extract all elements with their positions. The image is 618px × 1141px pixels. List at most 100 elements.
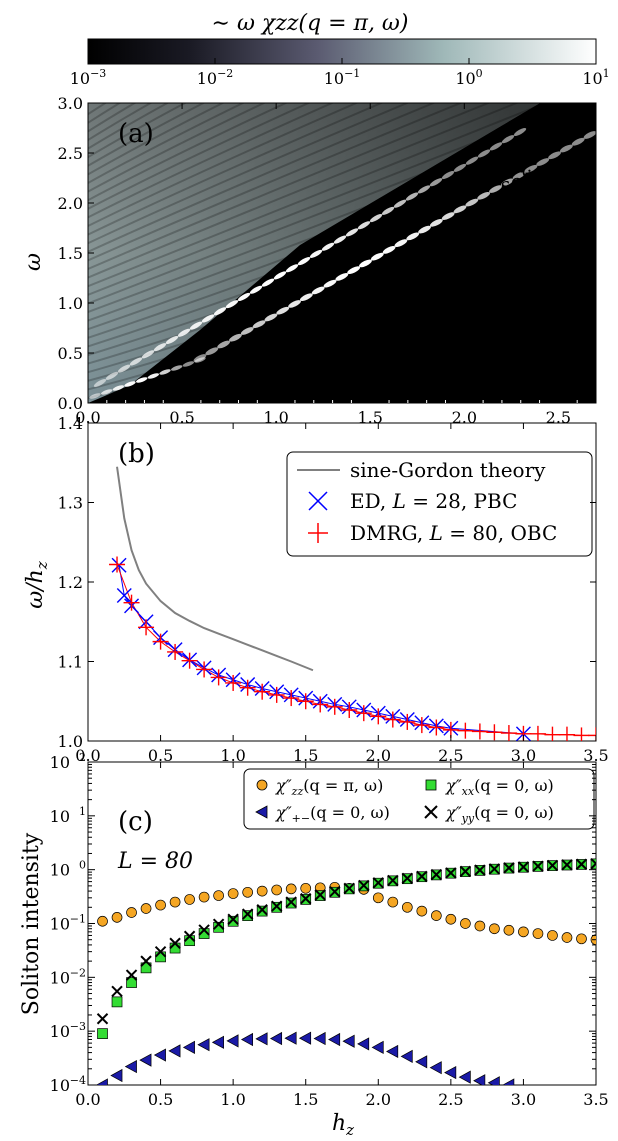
- chi-pm-point: [139, 1053, 152, 1067]
- chi-yy-point: [270, 900, 283, 912]
- panel-c-xtick-label: 2.0: [366, 1090, 391, 1109]
- chi-zz-point: [155, 899, 166, 911]
- heatmap-upper-branch: [321, 242, 335, 251]
- dmrg-point: [573, 727, 590, 741]
- chi-xx-point: [140, 962, 152, 974]
- chi-yy-point-stroke: [314, 889, 326, 901]
- heatmap-soliton-branch: [323, 279, 337, 288]
- heatmap-soliton-branch: [441, 212, 455, 220]
- chi-zz-point: [576, 933, 587, 945]
- heatmap-soliton-branch: [311, 286, 325, 295]
- heatmap-bbs-branch: [182, 361, 195, 367]
- dmrg-point: [225, 674, 242, 691]
- chi-yy-point: [285, 896, 297, 908]
- heatmap-bbs-branch: [170, 365, 183, 371]
- chi-pm-point: [328, 1032, 341, 1047]
- chi-yy-point: [300, 892, 312, 905]
- panel-b-legend: sine-Gordon theory ED, L = 28, PBC DMRG,…: [286, 451, 593, 557]
- chi-yy-point: [387, 874, 399, 887]
- heatmap-fringe: [88, 189, 561, 356]
- heatmap-fringe: [88, 119, 561, 305]
- chi-yy-point-stroke: [270, 900, 283, 912]
- heatmap-upper-branch: [153, 343, 167, 352]
- panel-a-ytick-label: 0.0: [58, 394, 83, 413]
- chi-yy-point: [401, 872, 414, 885]
- chi-yy-point-stroke: [358, 879, 370, 892]
- heatmap-upper-branch: [501, 135, 515, 144]
- heatmap-upper-branch: [465, 156, 479, 165]
- heatmap-fringe: [88, 103, 384, 236]
- chi-zz-point: [401, 901, 413, 913]
- panel-c-ytick-exponent: −4: [70, 1074, 86, 1087]
- heatmap-soliton-branch: [288, 300, 301, 308]
- panel-b-ytick-label: 1.2: [58, 573, 83, 592]
- heatmap-upper-branch: [129, 357, 143, 366]
- heatmap-fringe: [88, 223, 561, 382]
- legend-pm-label: χ″+−(q = 0, ω): [275, 803, 390, 825]
- panel-b-xtick-label: 0.0: [75, 746, 100, 765]
- chi-yy-point: [445, 867, 457, 879]
- chi-pm-point: [284, 1031, 297, 1045]
- heatmap-branches: [89, 127, 596, 399]
- chi-yy-point: [169, 937, 181, 949]
- chi-yy-point-stroke: [401, 872, 414, 885]
- chi-yy-point-stroke: [488, 863, 501, 875]
- panel-c-ytick-exponent: 1: [79, 805, 86, 818]
- chi-xx-point: [242, 910, 254, 921]
- chi-zz-point: [271, 884, 283, 896]
- panel-c-label: (c): [118, 807, 153, 837]
- chi-yy-point: [227, 913, 239, 925]
- chi-pm-point: [357, 1037, 370, 1051]
- chi-yy-point-stroke: [154, 945, 167, 958]
- chi-xx-point: [126, 977, 137, 988]
- heatmap-soliton-branch: [205, 347, 219, 356]
- heatmap-soliton-branch: [276, 306, 290, 315]
- chi-zz-point: [518, 926, 529, 938]
- colorbar: ∼ ω χzz(q = π, ω) 10−3 10−2 10−1 100 101: [70, 11, 610, 88]
- chi-zz-point: [532, 928, 544, 939]
- dmrg-point: [413, 717, 430, 734]
- panel-b-ytick-label: 1.0: [58, 732, 83, 751]
- heatmap-upper-branch: [297, 257, 311, 266]
- heatmap-bbs-branch: [89, 393, 101, 399]
- heatmap-upper-branch: [261, 278, 275, 287]
- chi-yy-point: [198, 924, 210, 936]
- panel-c-ytick-exponent: 2: [79, 751, 86, 764]
- panel-a-ytick-label: 0.5: [58, 344, 83, 363]
- panel-a-ylabel: ω: [21, 253, 46, 271]
- panel-b: (b) ω/hz sine-Gordon theory ED, L = 28, …: [23, 414, 609, 765]
- chi-pm-point: [298, 1031, 312, 1045]
- chi-zz-point: [97, 915, 108, 927]
- heatmap-fringe: [88, 103, 410, 245]
- chi-yy-point-stroke: [343, 882, 355, 895]
- dmrg-point: [326, 698, 343, 715]
- chi-yy-point: [575, 858, 588, 870]
- heatmap-upper-branch: [405, 192, 419, 201]
- dmrg-point: [239, 679, 256, 696]
- panel-c-xlabel: hz: [332, 1111, 354, 1139]
- panel-c-ytick-label: 10: [50, 861, 70, 880]
- chi-yy-point: [488, 863, 501, 875]
- heatmap-soliton-branch: [299, 293, 313, 302]
- panel-c-ytick-exponent: 0: [79, 859, 86, 872]
- chi-zz-point: [213, 890, 224, 901]
- heatmap-upper-branch: [273, 271, 287, 280]
- panel-b-xtick-label: 1.5: [293, 746, 318, 765]
- chi-yy-point-stroke: [96, 1013, 109, 1025]
- chi-yy-point-stroke: [212, 918, 225, 930]
- heatmap-upper-branch: [141, 350, 155, 359]
- panel-a-ytick-label: 2.5: [58, 144, 83, 163]
- panel-a-label: (a): [118, 119, 154, 149]
- panel-c: (c) L = 80 Soliton intensity hz χ″zz(q =…: [19, 751, 609, 1139]
- panel-b-ytick-label: 1.1: [58, 653, 83, 672]
- panel-c-ytick-exponent: −2: [70, 966, 86, 979]
- heatmap-fringe: [88, 103, 225, 176]
- legend-yy-label: χ″yy(q = 0, ω): [445, 803, 554, 825]
- heatmap-upper-branch: [369, 214, 383, 223]
- dmrg-point: [312, 696, 329, 713]
- panel-a-ytick-label: 1.5: [58, 244, 83, 263]
- chi-pm-point: [153, 1048, 166, 1062]
- legend-ed-label: ED, L = 28, PBC: [350, 489, 517, 513]
- chi-zz-point: [184, 894, 195, 905]
- panel-a-ytick-label: 1.0: [58, 294, 83, 313]
